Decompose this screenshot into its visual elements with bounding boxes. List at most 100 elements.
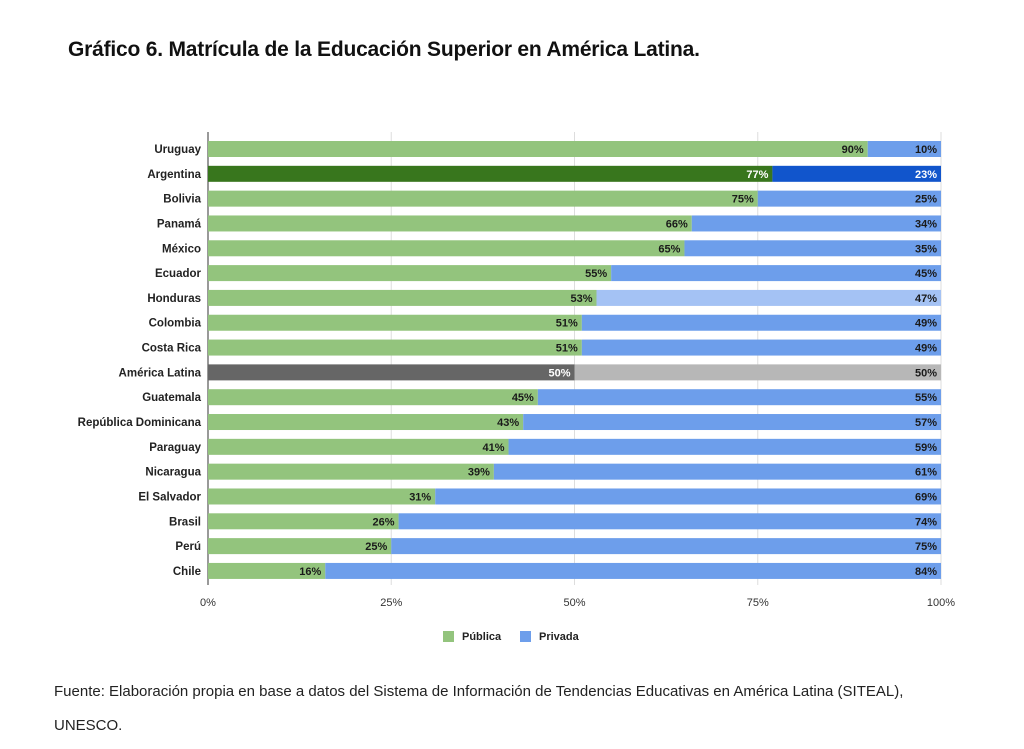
category-label: Honduras [147,293,201,305]
data-label: 41% [482,442,504,454]
data-label: 43% [497,417,519,429]
x-tick-label: 75% [747,597,769,609]
category-label: El Salvador [138,491,201,503]
category-label: Panamá [157,218,202,230]
category-label: República Dominicana [78,417,202,429]
category-label: América Latina [119,367,202,379]
data-label: 55% [915,392,937,404]
bar-pública [208,314,582,331]
bar-pública [208,265,612,282]
data-label: 57% [915,417,937,429]
category-label: Brasil [169,516,201,528]
legend-label: Privada [539,631,580,643]
bar-pública [208,289,597,306]
bar-pública [208,538,392,555]
x-tick-label: 100% [927,597,955,609]
chart-title: Gráfico 6. Matrícula de la Educación Sup… [68,38,700,61]
data-label: 50% [915,367,937,379]
data-label: 39% [468,467,490,479]
data-label: 69% [915,491,937,503]
bar-privada [574,364,941,381]
bar-pública [208,141,868,157]
data-label: 23% [915,169,937,181]
data-label: 45% [915,268,937,280]
category-label: Uruguay [154,144,201,156]
bar-pública [208,488,436,505]
bar-pública [208,165,773,182]
bar-pública [208,339,582,356]
data-label: 49% [915,318,937,330]
data-label: 51% [556,343,578,355]
bar-pública [208,562,326,579]
bar-privada [581,339,941,356]
category-label: Costa Rica [142,343,202,355]
bar-privada [757,190,941,207]
bar-privada [398,513,942,530]
data-label: 16% [299,566,321,578]
x-tick-label: 50% [563,597,585,609]
data-label: 59% [915,442,937,454]
bar-pública [208,215,692,232]
data-label: 10% [915,144,937,156]
category-label: Bolivia [163,194,201,206]
data-label: 51% [556,318,578,330]
legend-swatch [520,631,531,642]
data-label: 75% [915,541,937,553]
bar-pública [208,463,494,480]
data-label: 31% [409,491,431,503]
data-label: 65% [658,243,680,255]
data-label: 75% [732,194,754,206]
data-label: 55% [585,268,607,280]
data-label: 47% [915,293,937,305]
bar-privada [691,215,941,232]
legend-label: Pública [462,631,502,643]
category-label: Guatemala [142,392,201,404]
category-label: México [162,243,201,255]
data-label: 53% [570,293,592,305]
bar-privada [772,165,941,182]
data-label: 45% [512,392,534,404]
bar-privada [684,240,941,257]
bar-pública [208,190,758,207]
data-label: 34% [915,218,937,230]
bar-privada [493,463,941,480]
bar-privada [523,414,941,431]
data-label: 35% [915,243,937,255]
bar-privada [508,438,941,455]
data-label: 74% [915,516,937,528]
bar-privada [435,488,941,505]
bar-pública [208,513,399,530]
bar-pública [208,438,509,455]
stacked-bar-chart: 0% 25% 50% 75% 100% Uruguay 90% 10% Argentina 77%… [78,132,955,643]
category-label: Argentina [147,169,201,181]
bar-pública [208,364,575,381]
source-line-1: Fuente: Elaboración propia en base a dat… [54,683,904,700]
x-tick-label: 0% [200,597,216,609]
data-label: 49% [915,343,937,355]
category-label: Ecuador [155,268,202,280]
bar-pública [208,240,685,257]
source-line-2: UNESCO. [54,717,123,734]
data-label: 84% [915,566,937,578]
category-label: Nicaragua [145,467,201,479]
data-label: 26% [373,516,395,528]
data-label: 90% [842,144,864,156]
bar-privada [581,314,941,331]
bar-privada [867,141,941,157]
data-label: 25% [915,194,937,206]
category-label: Colombia [149,318,202,330]
data-label: 66% [666,218,688,230]
category-label: Paraguay [149,442,201,454]
bar-privada [391,538,941,555]
category-label: Chile [173,566,201,578]
x-tick-label: 25% [380,597,402,609]
bar-privada [596,289,941,306]
bar-privada [325,562,941,579]
data-label: 50% [548,367,570,379]
data-label: 25% [365,541,387,553]
data-label: 61% [915,467,937,479]
bar-privada [611,265,941,282]
legend-swatch [443,631,454,642]
data-label: 77% [746,169,768,181]
bar-pública [208,414,524,431]
